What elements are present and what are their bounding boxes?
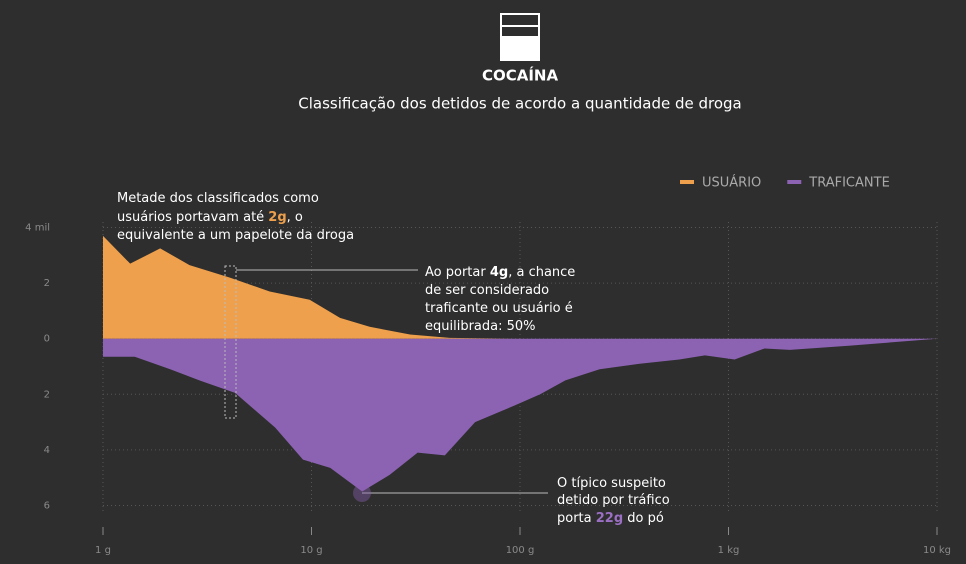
- y-tick-label: 6: [44, 500, 50, 511]
- area: [103, 235, 937, 339]
- annotation-guides: [224, 265, 548, 502]
- annotation: O típico suspeito: [557, 476, 666, 491]
- annotation: usuários portavam até 2g, o: [117, 210, 303, 225]
- chart-subtitle: Classificação dos detidos de acordo a qu…: [298, 95, 742, 113]
- annotation: Ao portar 4g, a chance: [425, 265, 575, 280]
- y-tick-label: 4 mil: [25, 223, 50, 234]
- legend-swatch: [680, 180, 694, 184]
- y-tick-label: 4: [44, 445, 50, 456]
- annotation: porta 22g do pó: [557, 511, 664, 526]
- annotation: traficante ou usuário é: [425, 301, 573, 316]
- legend-label: USUÁRIO: [702, 175, 761, 191]
- annotation: equilibrada: 50%: [425, 319, 536, 334]
- area: [103, 338, 937, 492]
- annotation: de ser considerado: [425, 283, 549, 298]
- chart-title: COCAÍNA: [482, 66, 559, 85]
- y-tick-label: 2: [44, 278, 50, 289]
- areas: [103, 235, 937, 492]
- x-tick-label: 1 g: [95, 545, 111, 556]
- x-tick-label: 10 kg: [923, 545, 951, 556]
- glass-icon: [500, 13, 540, 61]
- legend-swatch: [787, 180, 802, 184]
- y-tick-label: 2: [44, 389, 50, 400]
- annotation: detido por tráfico: [557, 493, 670, 508]
- x-tick-label: 1 kg: [718, 545, 740, 556]
- legend: USUÁRIO TRAFICANTE: [680, 175, 890, 191]
- x-tick-label: 100 g: [506, 545, 535, 556]
- annotation: equivalente a um papelote da droga: [117, 228, 354, 243]
- annotation: Metade dos classificados como: [117, 191, 319, 206]
- y-tick-label: 0: [44, 334, 50, 345]
- legend-label: TRAFICANTE: [808, 176, 890, 191]
- x-tick-label: 10 g: [300, 545, 322, 556]
